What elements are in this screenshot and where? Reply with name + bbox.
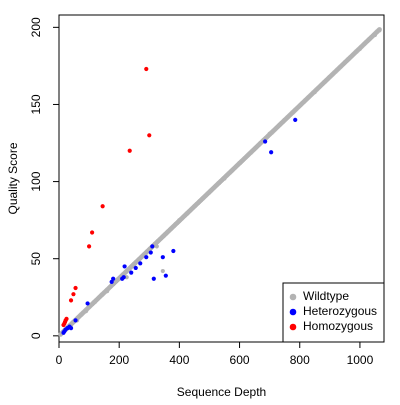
heterozygous-point	[263, 139, 267, 143]
wildtype-point	[377, 28, 381, 32]
heterozygous-point	[144, 255, 148, 259]
legend-marker-heterozygous	[290, 309, 297, 316]
wildtype-point	[105, 289, 109, 293]
heterozygous-point	[269, 150, 273, 154]
x-axis-title: Sequence Depth	[177, 385, 266, 399]
heterozygous-point	[152, 277, 156, 281]
homozygous-point	[73, 286, 77, 290]
homozygous-point	[144, 67, 148, 71]
homozygous-point	[101, 204, 105, 208]
y-tick-label: 0	[29, 332, 43, 339]
homozygous-point	[69, 298, 73, 302]
heterozygous-point	[73, 318, 77, 322]
wildtype-point	[162, 233, 166, 237]
heterozygous-point	[122, 275, 126, 279]
y-tick-label: 100	[29, 171, 43, 191]
heterozygous-point	[293, 118, 297, 122]
wildtype-point	[283, 118, 287, 122]
homozygous-point	[90, 230, 94, 234]
wildtype-point	[358, 47, 362, 51]
x-tick-label: 1000	[347, 353, 374, 367]
wildtype-point	[192, 204, 196, 208]
wildtype-point	[84, 309, 88, 313]
wildtype-point	[253, 147, 257, 151]
heterozygous-point	[150, 244, 154, 248]
legend-marker-wildtype	[290, 294, 297, 301]
homozygous-point	[64, 317, 68, 321]
heterozygous-point	[149, 250, 153, 254]
homozygous-point	[87, 244, 91, 248]
y-tick-label: 50	[29, 252, 43, 266]
wildtype-point	[177, 218, 181, 222]
wildtype-point	[328, 75, 332, 79]
x-tick-label: 400	[169, 353, 189, 367]
y-axis-title: Quality Score	[6, 142, 20, 214]
heterozygous-point	[138, 261, 142, 265]
legend-label-wildtype: Wildtype	[303, 289, 349, 303]
wildtype-point	[373, 33, 377, 37]
heterozygous-point	[171, 249, 175, 253]
wildtype-point	[161, 269, 165, 273]
x-tick-label: 0	[56, 353, 63, 367]
heterozygous-point	[111, 277, 115, 281]
wildtype-point	[155, 244, 159, 248]
legend-label-homozygous: Homozygous	[303, 319, 373, 333]
wildtype-point	[268, 132, 272, 136]
heterozygous-point	[69, 326, 73, 330]
homozygous-point	[147, 133, 151, 137]
x-tick-label: 800	[290, 353, 310, 367]
heterozygous-point	[85, 301, 89, 305]
y-tick-label: 150	[29, 94, 43, 114]
y-tick-label: 200	[29, 17, 43, 37]
wildtype-point	[313, 90, 317, 94]
wildtype-point	[93, 300, 97, 304]
heterozygous-point	[123, 264, 127, 268]
homozygous-point	[128, 149, 132, 153]
legend-marker-homozygous	[290, 324, 297, 331]
heterozygous-point	[161, 255, 165, 259]
x-tick-label: 600	[230, 353, 250, 367]
heterozygous-point	[164, 274, 168, 278]
legend-label-heterozygous: Heterozygous	[303, 304, 377, 318]
wildtype-point	[343, 61, 347, 65]
homozygous-point	[71, 292, 75, 296]
wildtype-point	[298, 104, 302, 108]
x-tick-label: 200	[109, 353, 129, 367]
wildtype-point	[207, 190, 211, 194]
heterozygous-point	[134, 266, 138, 270]
heterozygous-point	[129, 270, 133, 274]
wildtype-point	[222, 176, 226, 180]
wildtype-point	[237, 161, 241, 165]
